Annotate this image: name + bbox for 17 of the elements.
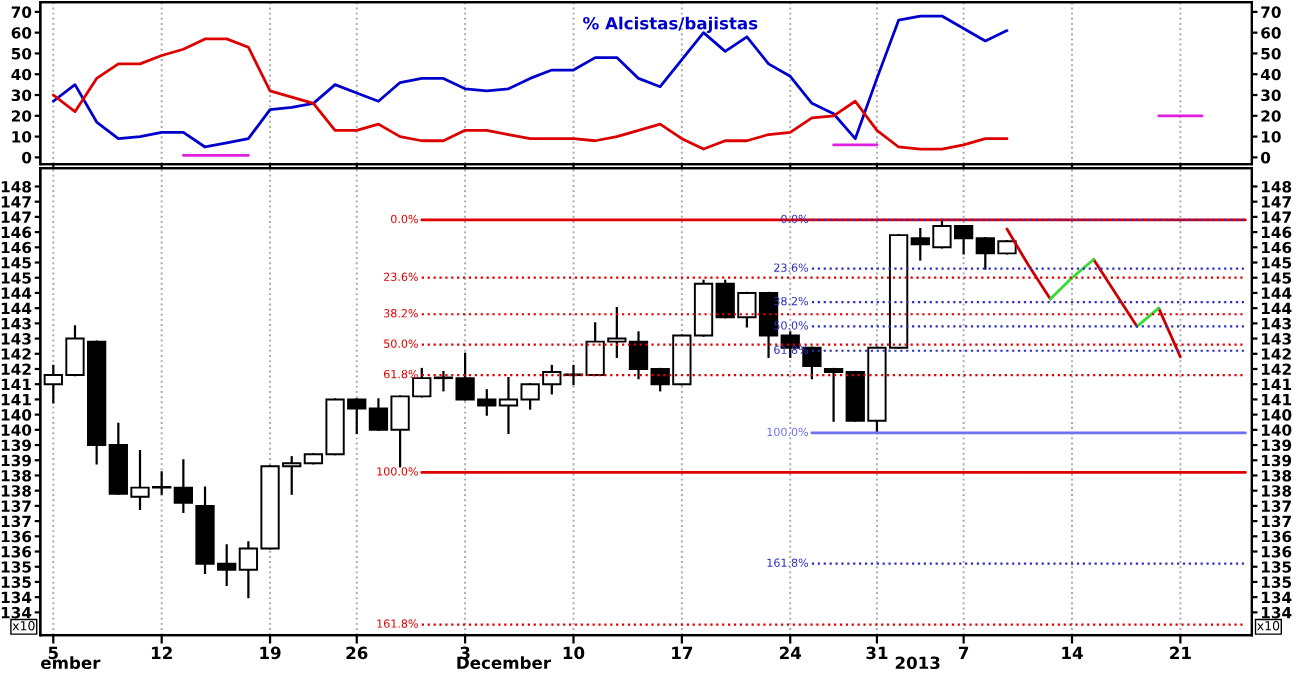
x-tick-label: 19 bbox=[260, 646, 281, 660]
x-tick-label: 12 bbox=[151, 646, 172, 659]
line-series bbox=[51, 37, 1009, 151]
x-tick-label: 10 bbox=[563, 646, 585, 660]
text: December bbox=[457, 656, 551, 670]
text: % Alcistas/bajistas bbox=[583, 16, 758, 33]
x-tick-label: 14 bbox=[1062, 646, 1083, 659]
x-tick-label: 5 bbox=[48, 646, 58, 660]
x-tick-label: 21 bbox=[1170, 646, 1191, 659]
x-tick-label: 24 bbox=[779, 646, 802, 659]
x-tick-label: 31 bbox=[866, 646, 888, 660]
line-series bbox=[51, 14, 1009, 149]
x-tick-label: 7 bbox=[958, 646, 969, 659]
text: ember bbox=[41, 656, 101, 670]
text: 2013 bbox=[895, 656, 940, 670]
x-tick-label: 26 bbox=[346, 646, 368, 660]
x-tick-label: 17 bbox=[672, 646, 693, 659]
